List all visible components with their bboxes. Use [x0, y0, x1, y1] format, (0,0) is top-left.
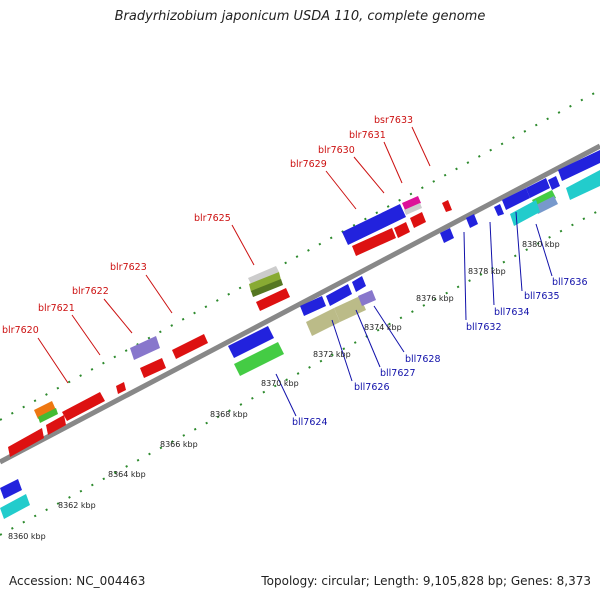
reverse-label-leaders [275, 211, 553, 417]
gene-feature[interactable] [440, 228, 454, 243]
gene-feature[interactable] [0, 494, 30, 519]
gene-feature[interactable] [256, 288, 290, 311]
gene-feature[interactable] [532, 190, 556, 208]
tick-label: 8380 kbp [522, 240, 560, 249]
gene-feature[interactable] [326, 284, 352, 306]
forward-strand-features [8, 196, 452, 457]
tick-label: 8376 kbp [416, 294, 454, 303]
gene-label[interactable]: blr7621 [38, 303, 75, 314]
gene-feature[interactable] [306, 308, 340, 336]
gene-feature[interactable] [526, 178, 550, 198]
forward-label-leaders [37, 126, 431, 384]
gene-feature[interactable] [548, 176, 560, 190]
gene-label[interactable]: bsr7633 [374, 115, 413, 126]
genome-stats: Topology: circular; Length: 9,105,828 bp… [261, 574, 591, 588]
tick-label: 8364 kbp [108, 470, 146, 479]
gene-feature[interactable] [0, 479, 22, 499]
tick-label: 8366 kbp [160, 440, 198, 449]
gene-feature[interactable] [404, 203, 422, 215]
gene-feature[interactable] [394, 222, 410, 238]
gene-label[interactable]: blr7625 [194, 213, 231, 224]
gene-feature[interactable] [34, 401, 56, 419]
gene-label[interactable]: bll7632 [466, 322, 502, 333]
gene-label[interactable]: blr7620 [2, 325, 39, 336]
gene-feature[interactable] [466, 214, 478, 228]
gene-feature[interactable] [410, 212, 426, 228]
map-title: Bradyrhizobium japonicum USDA 110, compl… [114, 9, 486, 24]
reverse-tick-track [0, 209, 600, 536]
gene-feature[interactable] [248, 266, 279, 284]
gene-feature[interactable] [494, 204, 504, 216]
gene-label[interactable]: bll7624 [292, 417, 328, 428]
tick-label: 8362 kbp [58, 501, 96, 510]
gene-label[interactable]: blr7622 [72, 286, 109, 297]
forward-gene-labels: blr7620 blr7621 blr7622 blr7623 blr7625 … [2, 115, 413, 336]
gene-label[interactable]: bll7634 [494, 307, 530, 318]
gene-label[interactable]: bll7636 [552, 277, 588, 288]
gene-feature[interactable] [8, 428, 44, 457]
gene-label[interactable]: blr7630 [318, 145, 355, 156]
tick-label: 8372 kbp [313, 350, 351, 359]
gene-feature[interactable] [352, 276, 366, 292]
gene-feature[interactable] [62, 392, 105, 421]
gene-feature[interactable] [251, 279, 283, 297]
tick-label: 8360 kbp [8, 532, 46, 541]
gene-label[interactable]: blr7629 [290, 159, 327, 170]
reverse-gene-labels: bll7624 bll7626 bll7627 bll7628 bll7632 … [292, 277, 588, 428]
gene-label[interactable]: bll7628 [405, 354, 441, 365]
gene-feature[interactable] [249, 272, 281, 292]
gene-feature[interactable] [342, 204, 406, 245]
genome-backbone [0, 143, 600, 465]
tick-label: 8370 kbp [261, 379, 299, 388]
gene-feature[interactable] [352, 228, 396, 256]
gene-feature[interactable] [46, 415, 66, 435]
forward-tick-track [0, 89, 600, 421]
gene-label[interactable]: blr7623 [110, 262, 147, 273]
gene-feature[interactable] [510, 200, 540, 226]
accession-label: Accession: NC_004463 [9, 574, 146, 588]
gene-feature[interactable] [234, 342, 284, 376]
gene-feature[interactable] [502, 188, 530, 210]
gene-feature[interactable] [334, 296, 366, 322]
gene-label[interactable]: bll7626 [354, 382, 390, 393]
gene-feature[interactable] [358, 290, 376, 306]
gene-feature[interactable] [130, 336, 160, 360]
reverse-strand-features [0, 150, 600, 519]
tick-label: 8378 kbp [468, 267, 506, 276]
gene-feature[interactable] [172, 334, 208, 359]
scale-labels: 8360 kbp 8362 kbp 8364 kbp 8366 kbp 8368… [8, 240, 560, 541]
gene-feature[interactable] [300, 296, 326, 316]
gene-feature[interactable] [402, 196, 421, 210]
gene-feature[interactable] [116, 382, 126, 394]
gene-feature[interactable] [442, 200, 452, 212]
gene-label[interactable]: bll7635 [524, 291, 560, 302]
gene-feature[interactable] [534, 196, 558, 214]
gene-label[interactable]: blr7631 [349, 130, 386, 141]
gene-feature[interactable] [566, 170, 600, 200]
gene-label[interactable]: bll7627 [380, 368, 416, 379]
gene-feature[interactable] [38, 408, 58, 423]
gene-feature[interactable] [228, 326, 274, 358]
gene-feature[interactable] [558, 150, 600, 181]
gene-feature[interactable] [140, 358, 166, 378]
tick-label: 8374 kbp [364, 323, 402, 332]
tick-label: 8368 kbp [210, 410, 248, 419]
